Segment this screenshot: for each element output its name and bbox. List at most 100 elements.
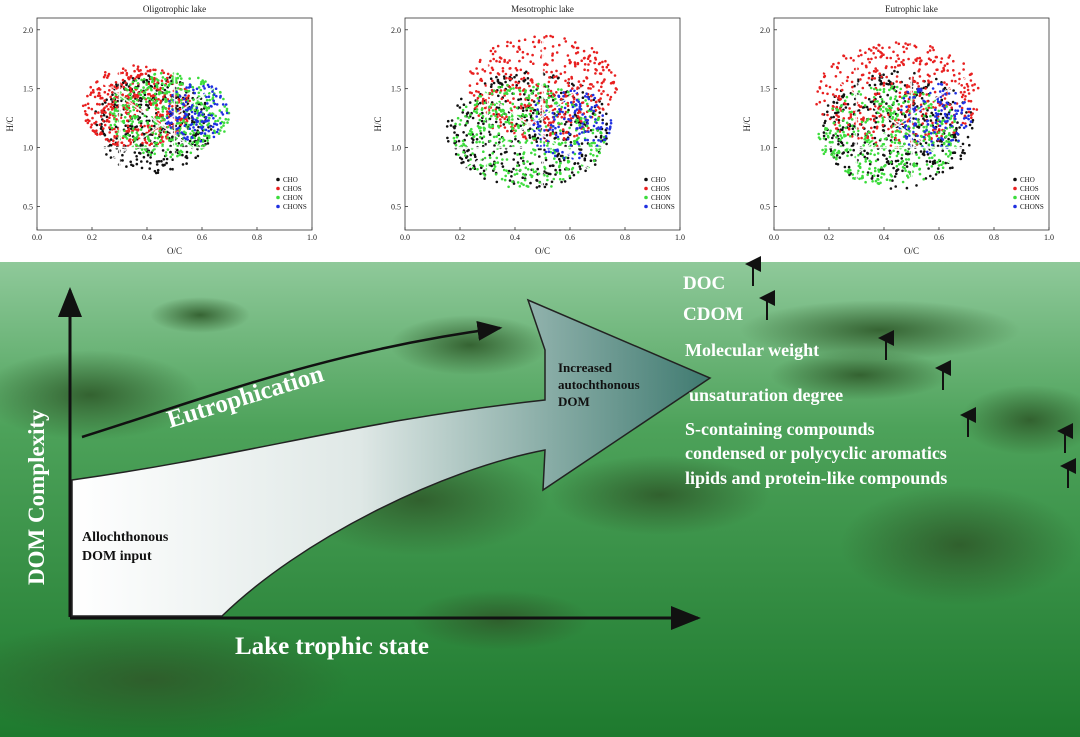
data-point [125,73,129,77]
data-point [545,85,549,88]
data-point [576,51,580,54]
data-point [896,159,900,163]
data-point [822,152,826,156]
data-point [584,169,587,173]
data-point [863,104,867,107]
data-point [941,170,945,174]
data-point [847,123,850,127]
data-point [492,135,496,139]
data-point [944,93,947,96]
data-point [100,96,103,100]
data-point [578,124,582,127]
data-point [469,153,473,157]
data-point [924,133,927,136]
data-point [523,131,527,135]
data-point [862,144,865,147]
data-point [523,38,527,41]
data-point [836,163,840,166]
data-point [889,96,893,99]
data-point [599,97,602,100]
data-point [908,105,912,109]
data-point [190,115,194,118]
data-point [945,83,949,86]
data-point [554,168,557,172]
data-point [220,111,223,114]
data-point [835,136,838,139]
data-point [956,109,960,112]
data-point [145,160,149,163]
data-point [140,119,143,123]
data-point [929,114,932,118]
data-point [213,102,217,106]
data-point [967,110,971,114]
data-point [550,92,553,95]
data-point [116,134,119,138]
data-point [573,89,576,93]
data-point [818,137,822,141]
data-point [823,74,827,78]
data-point [531,81,534,84]
data-point [907,57,910,61]
data-point [512,92,515,95]
data-point [894,60,898,63]
data-point [892,50,895,54]
data-point [108,131,111,134]
data-point [590,106,594,109]
data-point [527,94,531,97]
guide-line [814,64,995,196]
data-point [887,127,890,131]
data-point [925,107,928,110]
data-point [831,107,834,110]
data-point [215,130,219,134]
data-point [128,93,131,96]
data-point [497,85,501,89]
data-point [525,139,529,142]
data-point [864,121,867,124]
data-point [872,46,875,49]
data-point [601,65,604,69]
data-point [543,121,547,125]
data-point [465,134,469,137]
data-point [961,142,965,146]
data-point [129,141,133,144]
data-point [90,91,93,94]
data-point [922,99,925,103]
data-point [478,118,482,122]
data-point [157,116,161,120]
data-point [563,93,567,96]
data-point [513,124,517,128]
data-point [935,77,938,81]
data-point [522,76,526,80]
data-point [969,99,973,103]
data-point [169,126,173,129]
data-point [590,142,593,145]
data-point [530,78,533,81]
data-point [459,119,463,122]
data-point [882,53,885,56]
data-point [828,85,832,89]
data-point [579,167,582,171]
data-point [923,114,926,118]
data-point [153,136,157,140]
data-point [600,102,604,106]
data-point [148,97,152,100]
data-point [135,125,139,128]
data-point [885,178,889,181]
data-point [519,168,522,172]
data-point [483,127,487,130]
data-point [217,132,221,135]
x-tick-label: 0.2 [455,233,465,242]
data-point [227,118,230,121]
data-point [599,131,602,134]
data-point [907,85,911,88]
data-point [823,121,826,125]
data-point [513,173,517,176]
data-point [193,108,197,112]
data-point [943,81,946,84]
data-point [538,155,541,158]
data-point [955,131,958,135]
data-point [864,160,867,163]
data-point [564,40,568,43]
data-point [139,93,143,97]
data-point [129,97,132,101]
